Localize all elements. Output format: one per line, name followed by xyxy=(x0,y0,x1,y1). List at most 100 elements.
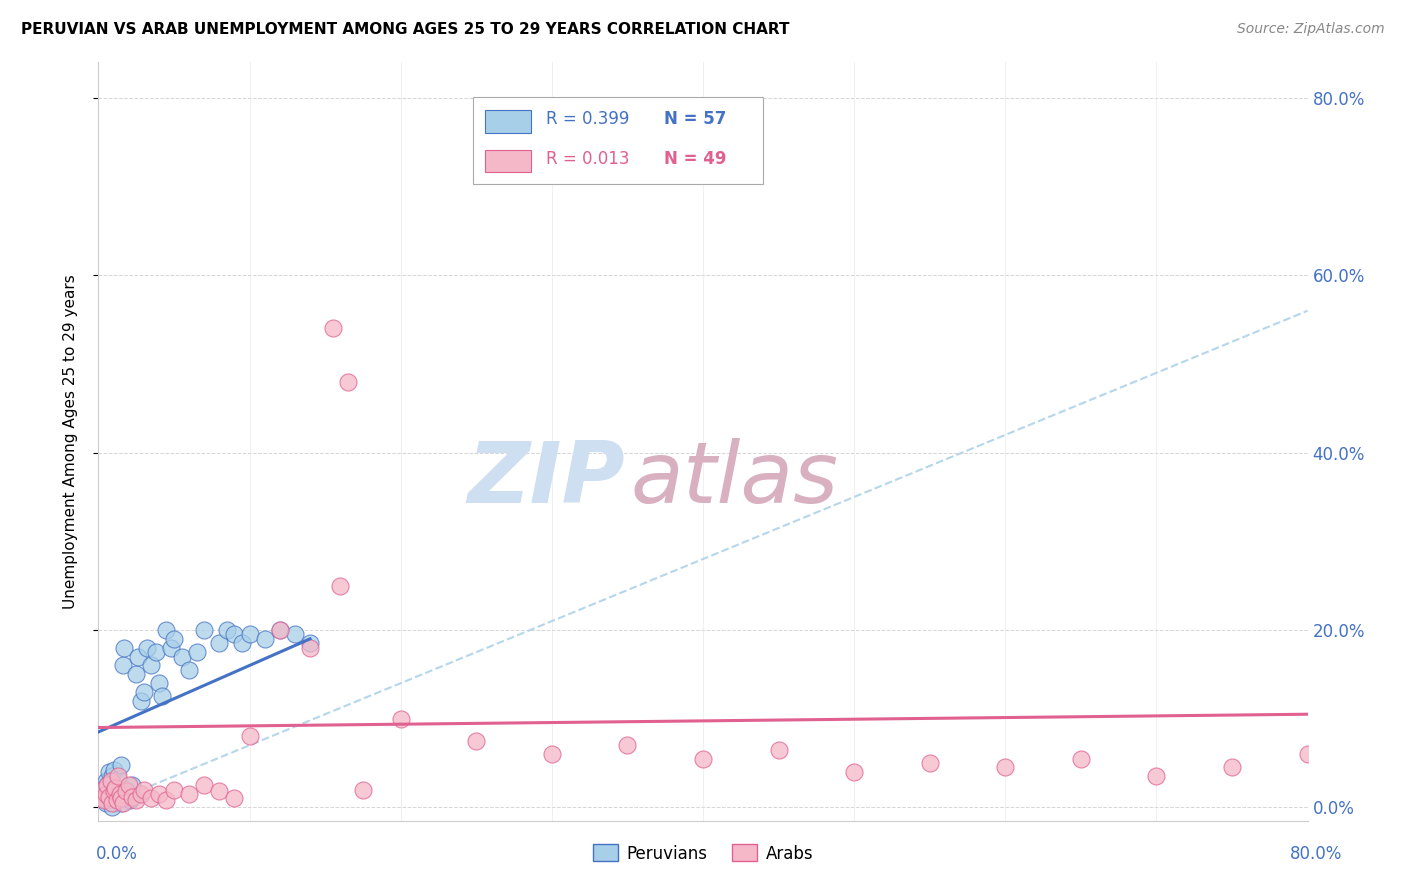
Point xyxy=(101,791,124,805)
Point xyxy=(155,793,177,807)
Point xyxy=(616,738,638,752)
Point xyxy=(170,649,193,664)
FancyBboxPatch shape xyxy=(485,150,531,172)
Point xyxy=(129,694,152,708)
Point xyxy=(110,796,132,810)
Point xyxy=(844,764,866,779)
Point xyxy=(918,756,941,770)
Point xyxy=(299,640,322,655)
Point xyxy=(115,787,138,801)
Point xyxy=(148,676,170,690)
Point xyxy=(101,800,124,814)
Point xyxy=(94,796,117,810)
Point xyxy=(107,769,129,783)
Point xyxy=(193,778,215,792)
Point xyxy=(104,780,127,795)
Point xyxy=(103,784,125,798)
Point xyxy=(150,690,173,704)
Point xyxy=(111,796,134,810)
Point xyxy=(121,778,143,792)
Point xyxy=(114,782,136,797)
Point xyxy=(107,784,129,798)
Point xyxy=(336,375,359,389)
Point xyxy=(141,791,163,805)
Point xyxy=(141,658,163,673)
Point xyxy=(215,623,238,637)
Point xyxy=(96,793,118,807)
Point xyxy=(125,793,148,807)
Point xyxy=(160,640,183,655)
Point xyxy=(692,751,714,765)
Point xyxy=(91,782,114,797)
Point xyxy=(132,782,155,797)
Point xyxy=(186,645,208,659)
Point xyxy=(90,791,112,805)
Point xyxy=(129,787,152,801)
Point xyxy=(1070,751,1092,765)
Point xyxy=(193,623,215,637)
Point xyxy=(329,579,352,593)
Point xyxy=(155,623,177,637)
Point xyxy=(163,632,186,646)
Point xyxy=(163,782,186,797)
Point xyxy=(125,667,148,681)
Point xyxy=(1144,769,1167,783)
Point xyxy=(179,787,201,801)
Point xyxy=(352,782,374,797)
Point xyxy=(98,764,121,779)
Point xyxy=(253,632,276,646)
Point xyxy=(94,773,117,788)
Text: 0.0%: 0.0% xyxy=(96,846,138,863)
Point xyxy=(103,796,125,810)
Point xyxy=(96,778,118,792)
Point xyxy=(110,791,132,805)
Text: R = 0.013: R = 0.013 xyxy=(546,150,630,168)
Point xyxy=(1220,760,1243,774)
FancyBboxPatch shape xyxy=(485,111,531,133)
Point xyxy=(132,685,155,699)
Point xyxy=(127,649,149,664)
Point xyxy=(100,775,122,789)
Point xyxy=(239,627,262,641)
Point xyxy=(100,789,122,804)
Text: N = 57: N = 57 xyxy=(664,111,727,128)
Point xyxy=(231,636,253,650)
Point xyxy=(540,747,562,761)
Legend: Peruvians, Arabs: Peruvians, Arabs xyxy=(586,838,820,869)
Point xyxy=(120,793,142,807)
Point xyxy=(96,778,118,792)
Point xyxy=(224,627,246,641)
Point xyxy=(105,793,128,807)
Point xyxy=(224,791,246,805)
Point xyxy=(108,789,131,804)
Text: 80.0%: 80.0% xyxy=(1291,846,1343,863)
Text: N = 49: N = 49 xyxy=(664,150,727,168)
Point xyxy=(91,791,114,805)
Point xyxy=(93,787,115,801)
Point xyxy=(269,623,291,637)
Point xyxy=(179,663,201,677)
Point xyxy=(98,789,121,804)
Text: R = 0.399: R = 0.399 xyxy=(546,111,628,128)
Point xyxy=(299,636,322,650)
Point xyxy=(108,787,131,801)
Point xyxy=(105,793,128,807)
Point xyxy=(93,793,115,807)
Point xyxy=(98,784,121,798)
Point xyxy=(104,780,127,795)
Point xyxy=(118,778,141,792)
Point xyxy=(465,734,488,748)
FancyBboxPatch shape xyxy=(474,96,763,184)
Y-axis label: Unemployment Among Ages 25 to 29 years: Unemployment Among Ages 25 to 29 years xyxy=(63,274,77,609)
Point xyxy=(103,763,125,777)
Point xyxy=(101,769,124,783)
Text: PERUVIAN VS ARAB UNEMPLOYMENT AMONG AGES 25 TO 29 YEARS CORRELATION CHART: PERUVIAN VS ARAB UNEMPLOYMENT AMONG AGES… xyxy=(21,22,790,37)
Point xyxy=(208,784,231,798)
Point xyxy=(145,645,167,659)
Point xyxy=(104,787,127,801)
Point xyxy=(208,636,231,650)
Point xyxy=(100,773,122,788)
Point xyxy=(239,730,262,744)
Text: atlas: atlas xyxy=(630,438,838,521)
Text: ZIP: ZIP xyxy=(467,438,624,521)
